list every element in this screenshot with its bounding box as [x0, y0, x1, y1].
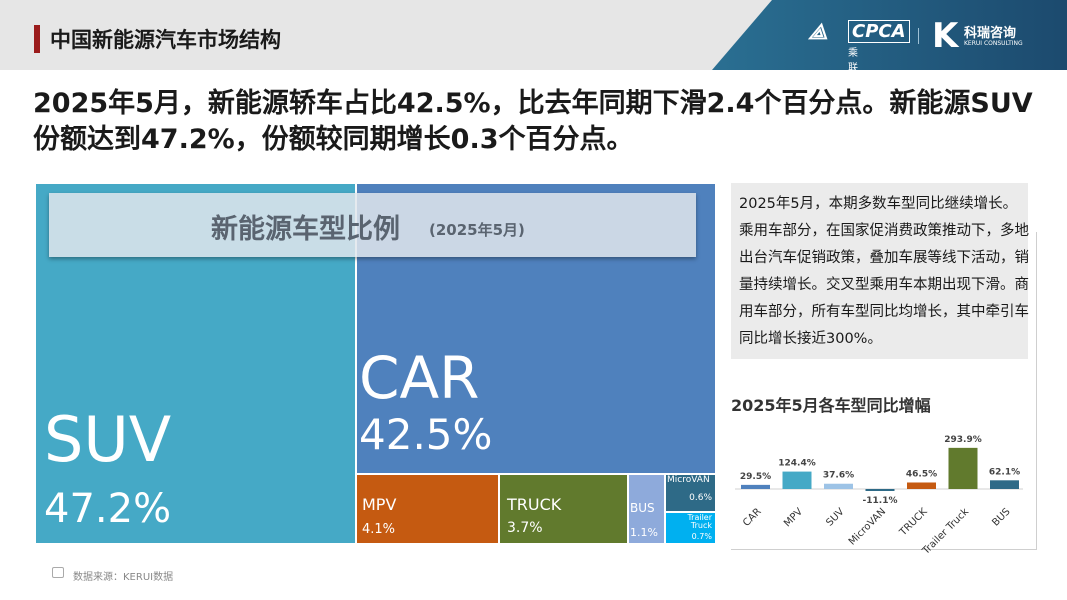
treemap-tile-label: MicroVAN — [667, 475, 710, 485]
growth-chart-title: 2025年5月各车型同比增幅 — [731, 396, 931, 415]
note-text: 2025年5月，本期多数车型同比继续增长。乘用车部分，在国家促消费政策推动下，多… — [739, 196, 1029, 347]
cpca-logo-text: CPCA — [848, 20, 910, 43]
treemap-tile-label: TRUCK — [507, 495, 562, 514]
treemap-tile-share: 42.5% — [359, 410, 493, 459]
treemap-subtitle: (2025年5月) — [429, 221, 525, 239]
page-title: 中国新能源汽车市场结构 — [50, 28, 281, 52]
growth-bar — [948, 447, 978, 489]
growth-data-label: 293.9% — [944, 435, 982, 445]
growth-bar — [741, 484, 770, 489]
source-note: 数据来源：KERUI数据 — [73, 572, 174, 583]
growth-category-label: MPV — [782, 506, 805, 529]
treemap-title-box: 新能源车型比例 (2025年5月) — [49, 193, 696, 257]
treemap-title: 新能源车型比例 — [211, 214, 400, 245]
treemap-tile-share: 3.7% — [507, 520, 543, 536]
treemap-tile-trailer-truck: Trailer Truck 0.7% — [665, 512, 716, 544]
growth-category-label: BUS — [990, 506, 1012, 528]
growth-data-label: -11.1% — [863, 496, 898, 506]
treemap-tile-truck: TRUCK 3.7% — [499, 474, 628, 544]
growth-data-label: 46.5% — [906, 469, 937, 479]
treemap-tile-share: 4.1% — [362, 522, 396, 537]
growth-category-label: MicroVAN — [847, 506, 888, 547]
headline: 2025年5月，新能源轿车占比42.5%，比去年同期下滑2.4个百分点。新能源S… — [33, 88, 1033, 155]
treemap-tile-share: 1.1% — [630, 526, 658, 539]
growth-bar — [782, 471, 812, 489]
kerui-mark-icon: K — [932, 16, 959, 56]
treemap-tile-microvan: MicroVAN 0.6% — [665, 474, 716, 512]
logo-banner — [712, 0, 1067, 70]
growth-bar — [907, 482, 936, 489]
treemap-tile-label: BUS — [630, 501, 655, 515]
growth-bar — [824, 483, 853, 489]
frame-line-bottom — [731, 549, 1037, 550]
frame-line-right — [1036, 232, 1037, 550]
note-box: 2025年5月，本期多数车型同比继续增长。乘用车部分，在国家促消费政策推动下，多… — [731, 183, 1029, 359]
treemap-tile-label: MPV — [362, 495, 397, 514]
growth-data-label: 29.5% — [740, 472, 771, 482]
treemap-tile-share: 0.7% — [691, 532, 712, 541]
cpca-mark-icon: ⟁ — [808, 20, 828, 45]
growth-bar — [990, 480, 1019, 489]
treemap-tile-mpv: MPV 4.1% — [356, 474, 499, 544]
source-icon — [52, 567, 64, 578]
growth-category-label: CAR — [741, 506, 764, 529]
growth-data-label: 37.6% — [823, 471, 854, 481]
treemap-tile-label: CAR — [359, 344, 480, 412]
treemap-tile-label: SUV — [44, 403, 172, 476]
cpca-logo-cn: 乘联分会 — [848, 48, 860, 104]
treemap-tile-label: Trailer Truck — [687, 513, 712, 530]
treemap-tile-share: 47.2% — [44, 486, 172, 532]
treemap-tile-bus: BUS 1.1% — [628, 474, 665, 544]
growth-data-label: 124.4% — [778, 459, 816, 469]
growth-bar — [865, 489, 895, 491]
growth-chart: 29.5% CAR 124.4% MPV 37.6% SUV -11.1%MicroVAN 4… — [735, 435, 1023, 557]
growth-data-label: 62.1% — [989, 467, 1020, 477]
header-accent — [34, 25, 40, 53]
growth-category-label: TRUCK — [897, 506, 930, 539]
treemap-tile-share: 0.6% — [689, 493, 712, 503]
kerui-logo-cn: 科瑞咨询 — [964, 26, 1017, 41]
growth-category-label: SUV — [824, 506, 846, 528]
kerui-logo-en: KERUI CONSULTING — [964, 40, 1023, 47]
logo-divider — [918, 28, 919, 44]
